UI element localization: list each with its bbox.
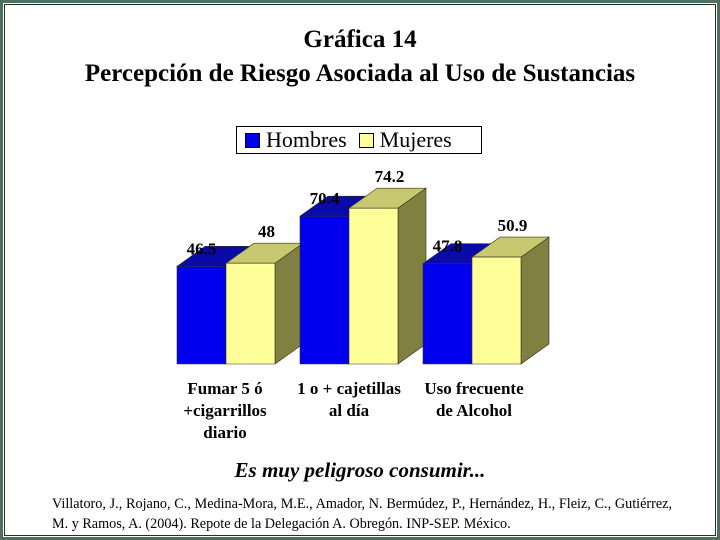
chart-subtitle: Percepción de Riesgo Asociada al Uso de …: [84, 60, 636, 87]
bar-mujeres-2-side: [520, 236, 550, 365]
value-label-hombres-2: 47.8: [433, 237, 463, 256]
bar-hombres-2: [422, 263, 473, 365]
value-label-hombres-1: 70.4: [310, 189, 340, 208]
legend-swatch-mujeres: [358, 132, 374, 148]
bar-hombres-0: [176, 266, 227, 365]
source-citation: Villatoro, J., Rojano, C., Medina-Mora, …: [52, 496, 672, 532]
legend-label-hombres: Hombres: [266, 127, 347, 152]
bar-mujeres-0: [225, 262, 276, 365]
chart-caption: Es muy peligroso consumir...: [234, 458, 486, 482]
legend-item-mujeres: Mujeres: [358, 127, 452, 153]
value-label-mujeres-2: 50.9: [498, 216, 528, 235]
legend-item-hombres: Hombres: [245, 127, 347, 153]
chart-title: Gráfica 14: [303, 26, 417, 53]
legend-label-mujeres: Mujeres: [379, 127, 452, 152]
bar-hombres-1: [299, 215, 350, 365]
legend: Hombres Mujeres: [236, 126, 482, 154]
legend-swatch-hombres: [245, 132, 260, 148]
value-label-mujeres-0: 48: [258, 222, 275, 241]
category-label-2: Uso frecuente de Alcohol: [424, 379, 524, 420]
value-label-hombres-0: 46.5: [187, 239, 217, 258]
category-label-0: Fumar 5 ó +cigarrillos diario: [183, 379, 267, 442]
bar-mujeres-1-side: [397, 187, 427, 365]
category-label-1: 1 o + cajetillas al día: [297, 379, 401, 420]
bar-mujeres-0-side: [274, 242, 304, 365]
value-label-mujeres-1: 74.2: [375, 167, 405, 186]
bar-mujeres-1: [348, 207, 399, 365]
bar-mujeres-2: [471, 256, 522, 365]
